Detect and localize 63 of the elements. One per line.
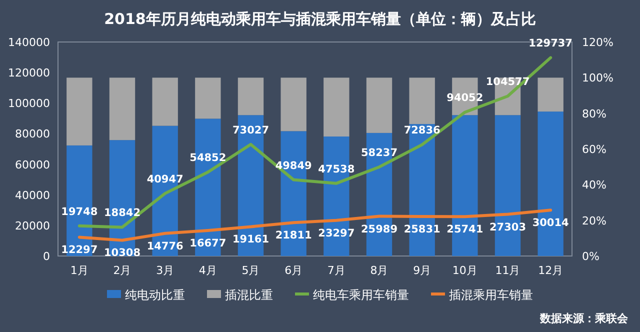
data-label: 27303 — [489, 221, 526, 234]
data-label: 25831 — [404, 224, 440, 236]
y2-tick-label: 20% — [582, 214, 606, 228]
y2-tick-label: 80% — [582, 107, 606, 120]
x-tick-label: 5月 — [242, 264, 260, 277]
source-note: 数据来源：乘联会 — [539, 312, 629, 325]
bar — [152, 78, 178, 126]
data-label: 129737 — [528, 38, 573, 50]
legend-label: 插混乘用车销量 — [449, 288, 533, 302]
x-tick-label: 6月 — [284, 264, 303, 277]
y-tick-label: 40000 — [15, 188, 50, 202]
chart-title: 2018年历月纯电动乘用车与插混乘用车销量（单位：辆）及占比 — [104, 10, 536, 28]
data-label: 10308 — [104, 247, 141, 260]
bar — [109, 78, 136, 140]
y-tick-label: 100000 — [8, 97, 50, 110]
x-tick-label: 8月 — [370, 264, 388, 277]
data-label: 25989 — [360, 223, 398, 236]
data-label: 25741 — [446, 224, 484, 236]
x-tick-label: 4月 — [198, 264, 217, 277]
bar — [195, 78, 221, 119]
bar — [409, 78, 435, 124]
data-label: 73027 — [232, 124, 270, 136]
x-tick-label: 3月 — [156, 264, 174, 277]
bar — [66, 78, 92, 146]
data-label: 72836 — [404, 124, 440, 137]
data-label: 21811 — [275, 230, 312, 242]
x-tick-label: 11月 — [495, 264, 520, 277]
bar — [366, 78, 392, 133]
x-tick-label: 10月 — [452, 264, 478, 277]
x-tick-label: 12月 — [538, 264, 564, 277]
y-tick-label: 140000 — [8, 36, 50, 49]
data-label: 12297 — [61, 244, 98, 256]
y2-tick-label: 60% — [582, 143, 606, 156]
bar — [280, 78, 306, 132]
data-label: 30014 — [532, 217, 569, 230]
x-tick-label: 9月 — [413, 264, 432, 277]
bar — [538, 78, 564, 112]
legend-label: 纯电动比重 — [125, 288, 185, 302]
y2-tick-label: 0% — [582, 250, 600, 263]
y-tick-label: 80000 — [15, 128, 50, 141]
y-tick-label: 0 — [43, 250, 50, 263]
y2-tick-label: 40% — [582, 178, 606, 192]
data-label: 54852 — [190, 152, 226, 164]
x-tick-label: 2月 — [113, 264, 132, 277]
data-label: 19161 — [232, 234, 270, 246]
data-label: 47538 — [318, 163, 355, 176]
y2-tick-label: 120% — [582, 36, 614, 49]
data-label: 23297 — [318, 227, 355, 240]
data-label: 14776 — [146, 240, 184, 252]
x-tick-label: 7月 — [327, 264, 346, 277]
bar — [324, 78, 350, 137]
x-tick-label: 1月 — [70, 264, 88, 277]
y-tick-label: 60000 — [15, 158, 50, 172]
data-label: 19748 — [61, 206, 98, 218]
y-tick-label: 120000 — [8, 66, 50, 80]
y-tick-label: 20000 — [15, 219, 50, 232]
legend-label: 插混比重 — [225, 288, 273, 302]
data-label: 40947 — [146, 173, 184, 186]
data-label: 58237 — [360, 146, 398, 159]
y2-tick-label: 100% — [582, 72, 614, 85]
data-label: 16677 — [190, 238, 226, 250]
bar — [238, 78, 264, 116]
legend-label: 纯电车乘用车销量 — [313, 288, 409, 302]
